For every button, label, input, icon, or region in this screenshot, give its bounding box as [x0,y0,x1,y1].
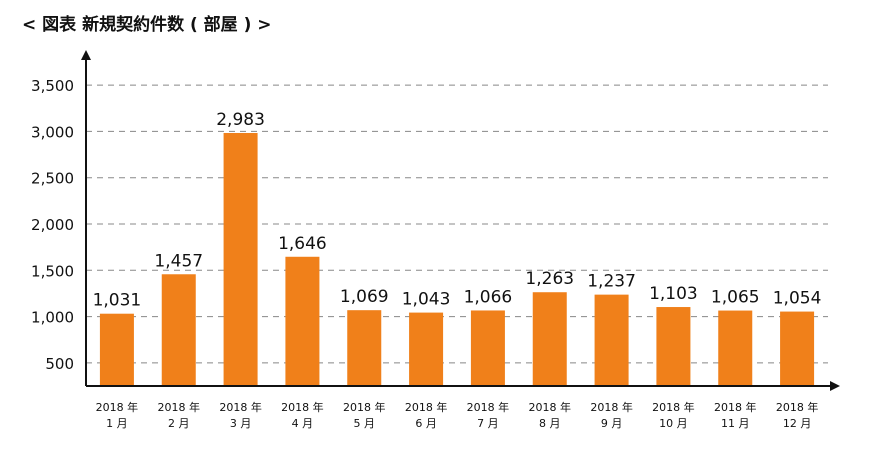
data-label: 1,065 [711,288,760,308]
x-tick-label-year: 2018 年 [590,400,633,414]
axes [81,50,840,391]
x-tick-label-month: 3 月 [230,417,252,430]
bars [99,133,815,386]
y-tick-label: 3,500 [31,77,74,95]
x-tick-label-year: 2018 年 [714,400,757,414]
x-tick-label-year: 2018 年 [529,400,572,414]
data-label: 2,983 [216,110,265,130]
data-label: 1,069 [340,287,389,307]
data-label: 1,263 [525,269,574,289]
bar [285,256,320,386]
bar [347,310,382,386]
bar [99,313,134,386]
y-tick-label: 500 [45,355,74,373]
x-tick-label-month: 2 月 [168,417,190,430]
x-tick-label-month: 9 月 [601,417,623,430]
x-tick-label-year: 2018 年 [652,400,695,414]
bar [409,312,444,386]
y-tick-label: 1,000 [31,309,74,327]
bar [532,292,567,386]
y-tick-label: 2,500 [31,170,74,188]
y-tick-label: 3,000 [31,123,74,141]
x-axis-arrow [830,381,840,391]
data-label: 1,066 [464,287,513,307]
y-tick-label: 2,000 [31,216,74,234]
x-tick-label-year: 2018 年 [405,400,448,414]
x-tick-label-month: 12 月 [783,417,812,430]
x-tick-label-month: 1 月 [106,417,128,430]
data-label: 1,237 [587,272,636,292]
y-tick-label: 1,500 [31,262,74,280]
bar [718,310,753,386]
bar [780,311,815,386]
data-label: 1,054 [773,289,822,309]
bar [470,310,505,386]
x-tick-label-year: 2018 年 [158,400,201,414]
x-tick-label-month: 10 月 [659,417,688,430]
x-tick-label-year: 2018 年 [281,400,324,414]
x-tick-label-month: 5 月 [354,417,376,430]
x-tick-label-year: 2018 年 [96,400,139,414]
data-label: 1,646 [278,234,327,254]
bar [656,307,691,386]
x-tick-label-month: 7 月 [477,417,499,430]
x-tick-label-year: 2018 年 [219,400,262,414]
x-tick-label-month: 4 月 [292,417,314,430]
data-label: 1,103 [649,284,698,304]
x-tick-label-month: 11 月 [721,417,750,430]
grid-lines [86,84,828,364]
bar [223,133,258,386]
x-tick-label-month: 8 月 [539,417,561,430]
x-tick-label-month: 6 月 [415,417,437,430]
data-label: 1,031 [93,291,142,311]
data-label: 1,043 [402,290,451,310]
data-labels: 1,031 1,457 2,983 1,646 1,069 1,043 1,066 1,263… [93,110,822,311]
chart-title: < 図表 新規契約件数 ( 部屋 ) > [22,15,272,35]
x-tick-label-year: 2018 年 [776,400,819,414]
x-tick-label-year: 2018 年 [467,400,510,414]
y-axis-arrow [81,50,91,60]
bar [161,274,196,386]
y-axis-ticks: 500 1,000 1,500 2,000 2,500 3,000 3,500 [31,77,74,373]
data-label: 1,457 [154,251,203,271]
bar [594,294,629,386]
x-tick-label-year: 2018 年 [343,400,386,414]
x-axis-labels: 2018 年 1 月 2018 年 2 月 2018 年 3 月 2018 年 4 月 2018… [96,400,819,430]
